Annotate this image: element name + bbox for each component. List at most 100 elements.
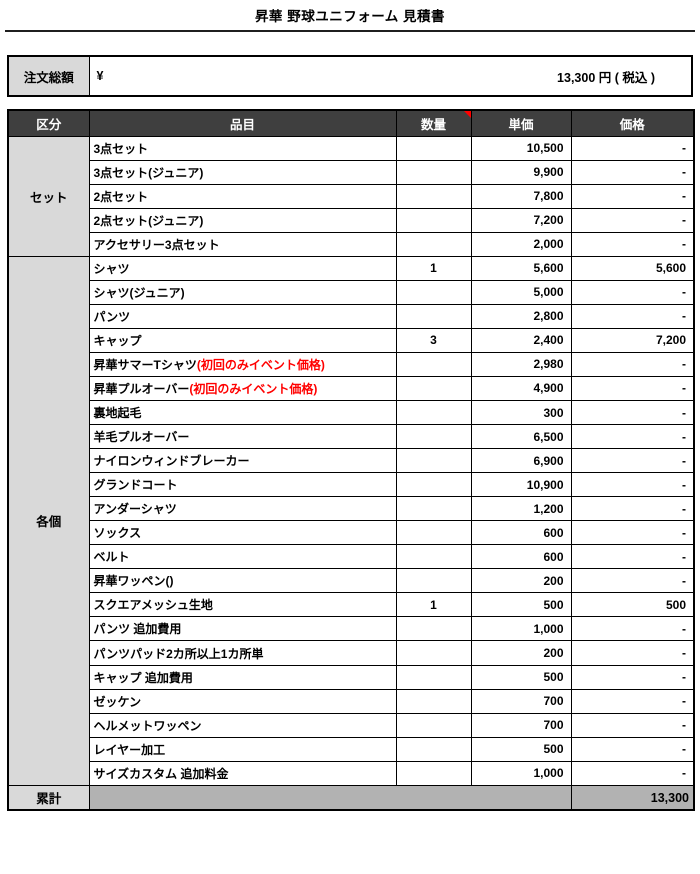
qty-cell[interactable] — [395, 159, 472, 185]
item-name-text: 2点セット(ジュニア) — [93, 213, 204, 228]
unit-price-cell: 500 — [470, 664, 572, 690]
item-name-cell: パンツパッド2カ所以上1カ所単 — [88, 640, 397, 666]
unit-price-cell: 5,600 — [470, 255, 572, 281]
price-cell: - — [570, 496, 695, 522]
item-name-cell: ヘルメットワッペン — [88, 712, 397, 738]
item-name-text: ナイロンウィンドブレーカー — [93, 454, 250, 469]
item-name-cell: アクセサリー3点セット — [88, 231, 397, 257]
price-cell: - — [570, 520, 695, 546]
table-row: キャップ 追加費用 500- — [8, 664, 695, 690]
qty-cell[interactable] — [395, 183, 472, 209]
price-cell: - — [570, 760, 695, 786]
item-name-cell: 羊毛プルオーバー — [88, 424, 397, 450]
items-table: 区分 品目 数量 単価 価格 セット 3点セット 10,500-3点セット(ジュニア… — [7, 109, 695, 812]
item-name-cell: ベルト — [88, 544, 397, 570]
item-name-cell: パンツ 追加費用 — [88, 616, 397, 642]
qty-cell[interactable] — [395, 760, 472, 786]
item-name-cell: キャップ — [88, 327, 397, 353]
item-name-text: 昇華プルオーバー — [93, 381, 190, 396]
table-row: キャップ 3 2,400 7,200 — [8, 327, 695, 353]
unit-price-cell: 300 — [470, 400, 572, 426]
qty-cell[interactable] — [395, 664, 472, 690]
unit-price-cell: 10,500 — [470, 135, 572, 161]
item-name-cell: 2点セット — [88, 183, 397, 209]
qty-cell[interactable] — [395, 496, 472, 522]
qty-cell[interactable] — [395, 448, 472, 474]
unit-price-cell: 7,800 — [470, 183, 572, 209]
table-row: パンツ 2,800- — [8, 303, 695, 329]
comment-indicator-icon — [463, 111, 471, 118]
unit-price-cell: 2,400 — [470, 327, 572, 353]
table-row: レイヤー加工 500- — [8, 736, 695, 762]
qty-cell[interactable]: 1 — [395, 255, 472, 281]
price-cell: - — [570, 664, 695, 690]
unit-price-cell: 1,000 — [470, 760, 572, 786]
price-cell: - — [570, 688, 695, 714]
unit-price-cell: 5,000 — [470, 279, 572, 305]
unit-price-cell: 500 — [470, 736, 572, 762]
qty-cell[interactable] — [395, 279, 472, 305]
qty-cell[interactable] — [395, 616, 472, 642]
item-name-text: パンツ 追加費用 — [93, 622, 182, 637]
table-row: ベルト 600- — [8, 544, 695, 570]
currency-symbol: ¥ — [96, 69, 104, 83]
table-row: 羊毛プルオーバー 6,500- — [8, 424, 695, 450]
item-name-cell: シャツ — [88, 255, 397, 281]
table-row: 2点セット(ジュニア) 7,200- — [8, 207, 695, 233]
item-name-text: 2点セット — [93, 189, 149, 204]
qty-cell[interactable]: 1 — [395, 592, 472, 618]
qty-cell[interactable] — [395, 712, 472, 738]
table-row: アクセサリー3点セット 2,000- — [8, 231, 695, 257]
category-cell: 各個 — [7, 255, 90, 786]
unit-price-cell: 6,500 — [470, 424, 572, 450]
unit-price-cell: 700 — [470, 688, 572, 714]
price-cell: 7,200 — [570, 327, 695, 353]
qty-cell[interactable] — [395, 231, 472, 257]
item-name-text: 昇華サマーTシャツ — [93, 357, 197, 372]
col-header-category: 区分 — [7, 109, 90, 137]
table-row: ソックス 600- — [8, 520, 695, 546]
order-total-row: 注文総額 ¥ 13,300 円 ( 税込 ) — [7, 55, 693, 97]
qty-cell[interactable] — [395, 568, 472, 594]
price-cell: - — [570, 736, 695, 762]
unit-price-cell: 2,980 — [470, 351, 572, 377]
qty-cell[interactable] — [395, 688, 472, 714]
qty-cell[interactable] — [395, 736, 472, 762]
col-header-qty: 数量 — [395, 109, 472, 137]
order-total-amount: 13,300 円 ( 税込 ) — [557, 70, 655, 85]
price-cell: - — [570, 183, 695, 209]
price-cell: - — [570, 279, 695, 305]
qty-cell[interactable] — [395, 351, 472, 377]
qty-cell[interactable] — [395, 544, 472, 570]
qty-cell[interactable] — [395, 207, 472, 233]
unit-price-cell: 2,800 — [470, 303, 572, 329]
item-name-text: 昇華ワッペン() — [93, 574, 174, 589]
qty-cell[interactable] — [395, 472, 472, 498]
qty-cell[interactable] — [395, 424, 472, 450]
qty-cell[interactable] — [395, 520, 472, 546]
unit-price-cell: 1,200 — [470, 496, 572, 522]
col-header-unit-price: 単価 — [470, 109, 572, 137]
unit-price-cell: 4,900 — [470, 375, 572, 402]
qty-cell[interactable] — [395, 400, 472, 426]
items-body: セット 3点セット 10,500-3点セット(ジュニア) 9,900-2点セット 7,8… — [7, 135, 695, 786]
unit-price-cell: 10,900 — [470, 472, 572, 498]
item-name-text: 3点セット(ジュニア) — [93, 165, 204, 180]
item-name-cell: スクエアメッシュ生地 — [88, 592, 397, 618]
item-name-text: パンツ — [93, 309, 131, 324]
qty-cell[interactable] — [395, 640, 472, 666]
table-row: 昇華プルオーバー(初回のみイベント価格) 4,900- — [8, 375, 695, 402]
order-total-value-cell: ¥ 13,300 円 ( 税込 ) — [88, 55, 693, 97]
category-cell: セット — [7, 135, 90, 257]
qty-cell[interactable] — [395, 375, 472, 402]
price-cell: - — [570, 135, 695, 161]
table-row: 3点セット(ジュニア) 9,900- — [8, 159, 695, 185]
unit-price-cell: 2,000 — [470, 231, 572, 257]
qty-cell[interactable] — [395, 303, 472, 329]
qty-cell[interactable]: 3 — [395, 327, 472, 353]
qty-cell[interactable] — [395, 135, 472, 161]
table-row: シャツ(ジュニア) 5,000- — [8, 279, 695, 305]
item-name-cell: ソックス — [88, 520, 397, 546]
price-cell: - — [570, 351, 695, 377]
